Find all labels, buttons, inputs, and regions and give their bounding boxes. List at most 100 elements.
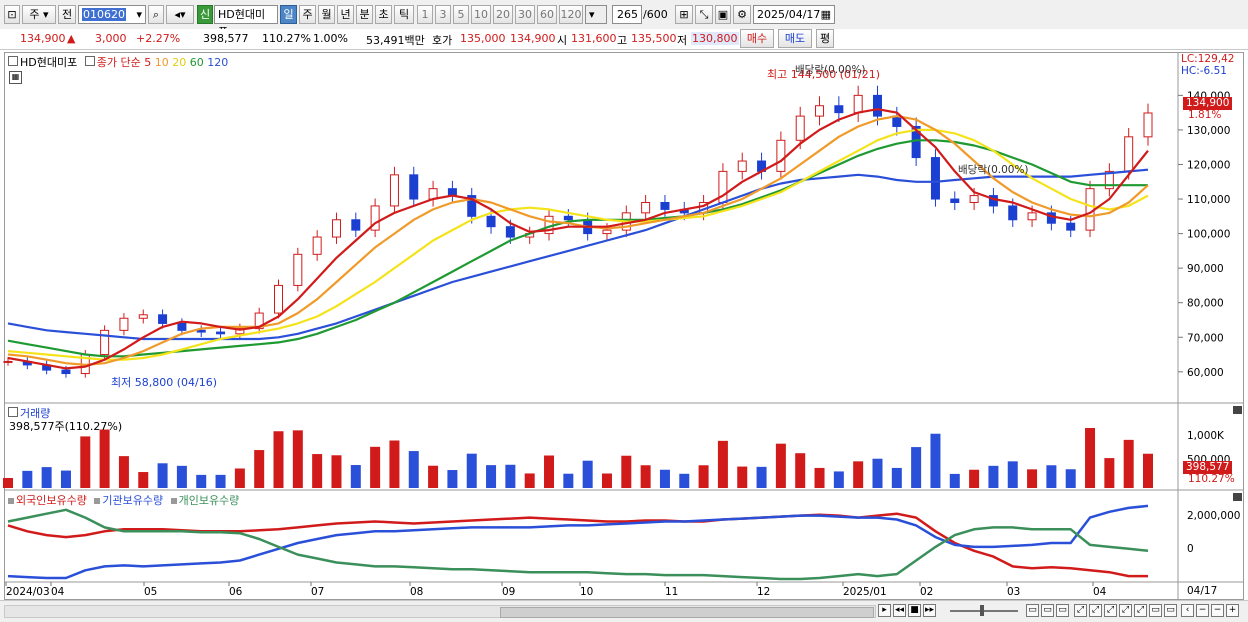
save-icon[interactable]: ▣	[715, 5, 731, 24]
volume-label: 거래량	[20, 407, 51, 420]
speaker-icon[interactable]: ◂▾	[166, 5, 194, 24]
volume-bar	[1085, 428, 1096, 488]
interval-20[interactable]: 20	[493, 5, 513, 24]
volume-bar	[544, 455, 555, 488]
volume-bar	[466, 453, 477, 488]
layout-icon[interactable]: ▭	[1056, 604, 1069, 617]
layout-icon[interactable]: ▭	[1164, 604, 1177, 617]
tab-minute[interactable]: 분	[356, 5, 373, 24]
current-price: 134,900	[20, 32, 66, 45]
panel-box-icon	[8, 56, 18, 66]
trend-icon[interactable]: ⤢	[1074, 604, 1087, 617]
previous-toggle[interactable]: 전	[58, 5, 76, 24]
volume-bar	[176, 465, 187, 488]
x-tick-label: 10	[580, 586, 593, 598]
chevron-left-icon[interactable]: ‹	[1181, 604, 1194, 617]
stop-icon[interactable]: ■	[908, 604, 921, 617]
foreign-holding-label[interactable]: 외국인보유수량	[16, 494, 87, 507]
buy-button[interactable]: 매수	[740, 29, 774, 48]
average-button[interactable]: 평	[816, 29, 834, 48]
institution-holding-label[interactable]: 기관보유수량	[102, 494, 164, 507]
ma-5-label[interactable]: 5	[144, 56, 152, 69]
holdings-tick-0: 0	[1187, 543, 1194, 555]
scrollbar-track[interactable]	[4, 605, 876, 618]
sell-button[interactable]: 매도	[778, 29, 812, 48]
layout-icon[interactable]: ▭	[1149, 604, 1162, 617]
date-input[interactable]: 2025/04/17 ▦	[753, 5, 835, 24]
volume-bar	[737, 466, 748, 488]
volume-bar	[795, 453, 806, 488]
interval-10[interactable]: 10	[471, 5, 491, 24]
interval-60[interactable]: 60	[537, 5, 557, 24]
volume-bar	[447, 470, 458, 488]
forward-icon[interactable]: ▸▸	[923, 604, 936, 617]
trend-icon[interactable]: ⤢	[1089, 604, 1102, 617]
zoom-slider[interactable]	[950, 610, 1018, 612]
ma-10-label[interactable]: 10	[154, 56, 169, 69]
period-select[interactable]: 주 ▾	[22, 5, 56, 24]
layout-icon[interactable]: ▭	[1041, 604, 1054, 617]
trend-icon[interactable]: ⤢	[1104, 604, 1117, 617]
chevron-down-icon[interactable]: ▾	[136, 8, 142, 21]
tab-tick[interactable]: 틱	[394, 5, 414, 24]
low-price: 130,800	[691, 32, 739, 45]
interval-1[interactable]: 1	[417, 5, 433, 24]
trend-icon[interactable]: ⤢	[1119, 604, 1132, 617]
panel-close-icon[interactable]	[1233, 493, 1242, 501]
interval-30[interactable]: 30	[515, 5, 535, 24]
volume-bar	[717, 440, 728, 488]
candle-body	[1027, 212, 1037, 221]
play-icon[interactable]: ▸	[878, 604, 891, 617]
trade-amount: 53,491백만	[366, 34, 425, 47]
calendar-icon[interactable]: ▦	[820, 8, 831, 21]
bar-count-input[interactable]: 265	[612, 5, 642, 24]
rewind-icon[interactable]: ◂◂	[893, 604, 906, 617]
table-icon[interactable]: ▦	[9, 71, 22, 84]
candle-body	[100, 329, 110, 356]
tab-year[interactable]: 년	[337, 5, 354, 24]
stock-name-field[interactable]: HD현대미포	[214, 5, 278, 38]
bottom-toolbar: ▸ ◂◂ ■ ▸▸ ▭ ▭ ▭ ⤢ ⤢ ⤢ ⤢ ⤢ ▭ ▭ ‹ − − +	[0, 600, 1248, 622]
indicator-icon[interactable]: ⊞	[675, 5, 693, 24]
tab-week[interactable]: 주	[299, 5, 316, 24]
gear-icon[interactable]: ⚙	[733, 5, 751, 24]
candle-body	[254, 312, 264, 330]
zoom-out-icon[interactable]: −	[1196, 604, 1209, 617]
volume-bar	[775, 443, 786, 488]
tab-second[interactable]: 초	[375, 5, 392, 24]
stock-code-input[interactable]: 010620 ▾	[78, 5, 146, 24]
tab-month[interactable]: 월	[318, 5, 335, 24]
volume-pct: 110.27%	[262, 32, 311, 45]
volume-bar	[41, 467, 52, 488]
scrollbar-thumb[interactable]	[500, 607, 874, 618]
zoom-in-icon[interactable]: +	[1226, 604, 1239, 617]
volume-bars	[3, 428, 1153, 488]
ma-120-label[interactable]: 120	[207, 56, 229, 69]
interval-3[interactable]: 3	[435, 5, 451, 24]
layout-icon[interactable]: ▭	[1026, 604, 1039, 617]
holding-lines	[7, 504, 1149, 581]
tab-day[interactable]: 일	[280, 5, 297, 24]
interval-120[interactable]: 120	[559, 5, 583, 24]
price-tick-label: 130,000	[1187, 125, 1230, 137]
ma-60-line	[7, 139, 1148, 358]
ma-60-label[interactable]: 60	[189, 56, 204, 69]
individual-holding-label[interactable]: 개인보유수량	[178, 494, 240, 507]
minus-icon[interactable]: −	[1211, 604, 1224, 617]
trend-icon[interactable]: ⤢	[1134, 604, 1147, 617]
volume-bar	[911, 447, 922, 488]
volume-bar	[389, 440, 400, 488]
search-icon[interactable]: ⌕	[148, 5, 164, 24]
ma-20-label[interactable]: 20	[172, 56, 187, 69]
interval-dropdown[interactable]: ▾	[585, 5, 607, 24]
volume-bar	[659, 469, 670, 488]
stock-name-label: HD현대미포	[20, 56, 78, 69]
draw-tools-icon[interactable]: ⤡	[695, 5, 713, 24]
holdings-legend: 외국인보유수량 기관보유수량 개인보유수량	[8, 492, 239, 508]
window-icon[interactable]: ⊡	[4, 5, 20, 24]
interval-5[interactable]: 5	[453, 5, 469, 24]
panel-close-icon[interactable]	[1233, 406, 1242, 414]
volume-bar	[872, 458, 883, 488]
zoom-slider-handle[interactable]	[980, 605, 984, 616]
